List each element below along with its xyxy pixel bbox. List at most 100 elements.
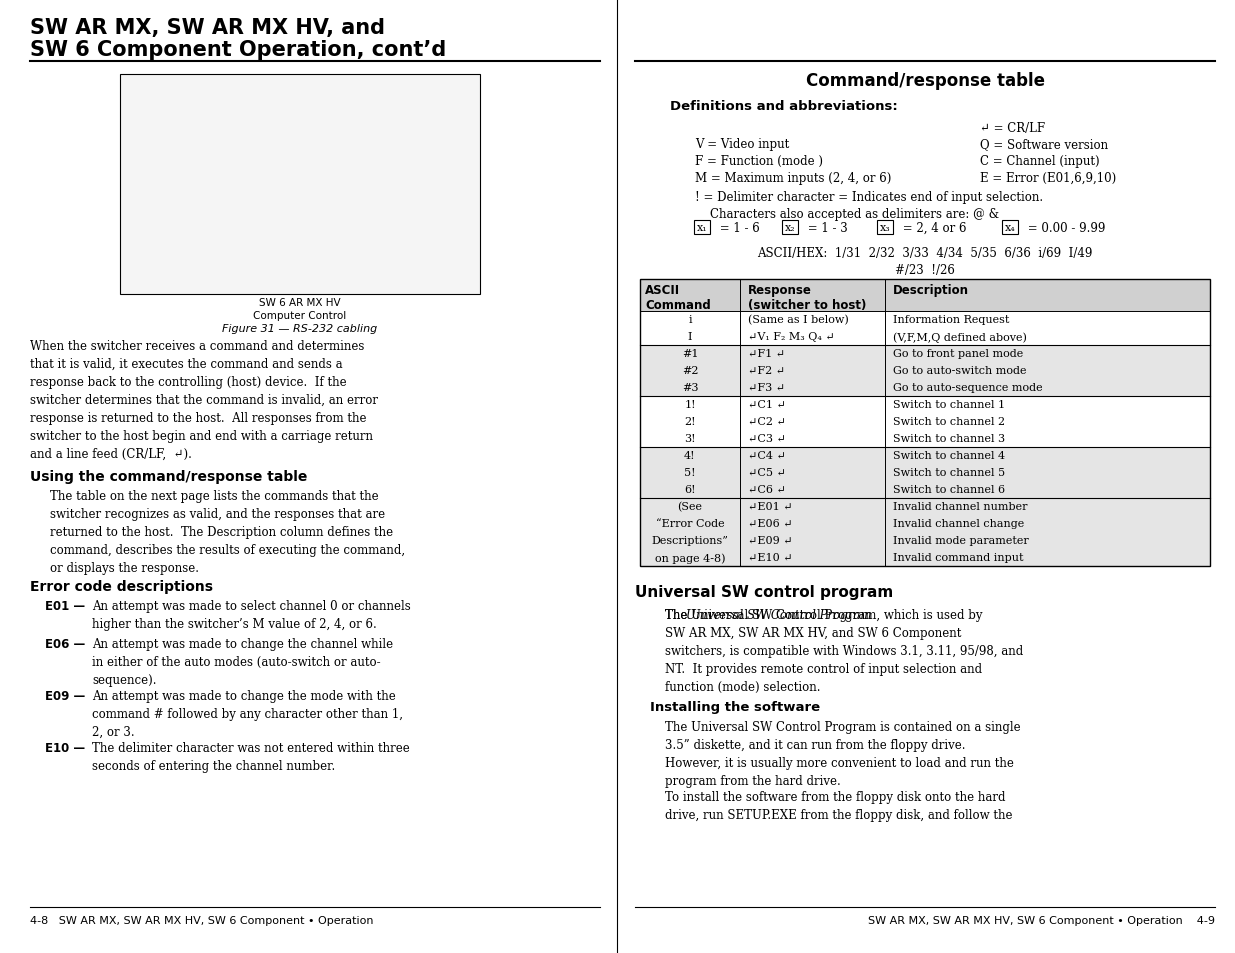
Bar (640, 550, 1210, 566)
Bar (640, 498, 1210, 516)
Bar (640, 329, 1210, 346)
Text: Command/response table: Command/response table (805, 71, 1045, 90)
Text: 4!: 4! (684, 451, 695, 460)
Text: #2: #2 (682, 366, 698, 375)
Text: ↵F1 ↵: ↵F1 ↵ (748, 349, 785, 358)
Text: = 0.00 - 9.99: = 0.00 - 9.99 (1024, 221, 1105, 234)
Text: Response
(switcher to host): Response (switcher to host) (748, 284, 867, 312)
Text: Switch to channel 4: Switch to channel 4 (893, 451, 1005, 460)
Text: ↵C1 ↵: ↵C1 ↵ (748, 399, 785, 410)
Text: x₁: x₁ (697, 223, 708, 233)
Text: ↵ = CR/LF: ↵ = CR/LF (981, 122, 1045, 135)
Text: SW AR MX, SW AR MX HV, and: SW AR MX, SW AR MX HV, and (30, 18, 385, 38)
Text: 5!: 5! (684, 468, 695, 477)
Text: 1!: 1! (684, 399, 695, 410)
Text: = 1 - 3: = 1 - 3 (804, 221, 847, 234)
Text: The Universal SW Control Program is contained on a single
3.5” diskette, and it : The Universal SW Control Program is cont… (664, 720, 1020, 787)
Text: (See: (See (678, 501, 703, 512)
Text: x₂: x₂ (784, 223, 795, 233)
Text: I: I (688, 332, 693, 341)
Text: An attempt was made to select channel 0 or channels
higher than the switcher’s M: An attempt was made to select channel 0 … (91, 599, 411, 630)
Text: Switch to channel 6: Switch to channel 6 (893, 484, 1005, 495)
Text: Computer Control: Computer Control (253, 311, 347, 320)
Text: (Same as I below): (Same as I below) (748, 314, 848, 325)
Text: 6!: 6! (684, 484, 695, 495)
Text: C = Channel (input): C = Channel (input) (981, 154, 1099, 168)
Text: E09 —: E09 — (44, 689, 85, 702)
Text: x₄: x₄ (1004, 223, 1015, 233)
Text: = 2, 4 or 6: = 2, 4 or 6 (899, 221, 967, 234)
Text: ↵C4 ↵: ↵C4 ↵ (748, 451, 785, 460)
Text: Information Request: Information Request (893, 314, 1009, 325)
Text: = 1 - 6: = 1 - 6 (716, 221, 760, 234)
Text: ↵E10 ↵: ↵E10 ↵ (748, 553, 793, 562)
Text: ↵V₁ F₂ M₃ Q₄ ↵: ↵V₁ F₂ M₃ Q₄ ↵ (748, 332, 835, 341)
Text: Invalid mode parameter: Invalid mode parameter (893, 536, 1029, 545)
Bar (640, 379, 1210, 396)
Text: ↵C5 ↵: ↵C5 ↵ (748, 468, 785, 477)
Text: Go to auto-switch mode: Go to auto-switch mode (893, 366, 1026, 375)
Text: The: The (664, 608, 692, 621)
Text: ASCII
Command: ASCII Command (645, 284, 711, 312)
Text: E06 —: E06 — (44, 638, 85, 650)
Text: ! = Delimiter character = Indicates end of input selection.: ! = Delimiter character = Indicates end … (695, 191, 1044, 204)
Text: E = Error (E01,6,9,10): E = Error (E01,6,9,10) (981, 172, 1116, 185)
Text: SW 6 AR MX HV: SW 6 AR MX HV (259, 297, 341, 308)
Text: ↵C3 ↵: ↵C3 ↵ (748, 434, 785, 443)
Text: Go to auto-sequence mode: Go to auto-sequence mode (893, 382, 1042, 393)
Text: The delimiter character was not entered within three
seconds of entering the cha: The delimiter character was not entered … (91, 741, 410, 772)
Text: Descriptions”: Descriptions” (652, 536, 729, 545)
Text: on page 4-8): on page 4-8) (655, 553, 725, 563)
Text: E01 —: E01 — (44, 599, 85, 613)
Text: When the switcher receives a command and determines
that it is valid, it execute: When the switcher receives a command and… (30, 339, 378, 460)
Bar (640, 448, 1210, 464)
Text: The Universal SW Control Program, which is used by
SW AR MX, SW AR MX HV, and SW: The Universal SW Control Program, which … (664, 608, 1024, 693)
Text: #1: #1 (682, 349, 698, 358)
Text: 3!: 3! (684, 434, 695, 443)
Text: Switch to channel 2: Switch to channel 2 (893, 416, 1005, 427)
Bar (640, 363, 1210, 379)
Text: ASCII/HEX:  1/31  2/32  3/33  4/34  5/35  6/36  i/69  I/49: ASCII/HEX: 1/31 2/32 3/33 4/34 5/35 6/36… (757, 247, 1093, 260)
Text: ↵E06 ↵: ↵E06 ↵ (748, 518, 793, 529)
Text: x₃: x₃ (879, 223, 890, 233)
Text: Description: Description (893, 284, 969, 296)
Bar (640, 464, 1210, 481)
Text: Using the command/response table: Using the command/response table (30, 470, 308, 483)
Text: ↵E09 ↵: ↵E09 ↵ (748, 536, 793, 545)
Text: ↵E01 ↵: ↵E01 ↵ (748, 501, 793, 512)
Text: Switch to channel 3: Switch to channel 3 (893, 434, 1005, 443)
Bar (640, 533, 1210, 550)
Bar (640, 516, 1210, 533)
Text: ↵C6 ↵: ↵C6 ↵ (748, 484, 785, 495)
Text: An attempt was made to change the mode with the
command # followed by any charac: An attempt was made to change the mode w… (91, 689, 403, 739)
Text: Definitions and abbreviations:: Definitions and abbreviations: (671, 100, 898, 112)
Text: #/23  !/26: #/23 !/26 (895, 264, 955, 276)
Text: E10 —: E10 — (44, 741, 85, 754)
Text: #3: #3 (682, 382, 698, 393)
Text: ↵C2 ↵: ↵C2 ↵ (748, 416, 785, 427)
Text: Q = Software version: Q = Software version (981, 138, 1108, 151)
Bar (640, 346, 1210, 363)
Bar (640, 431, 1210, 448)
Bar (640, 396, 1210, 414)
Bar (640, 280, 1210, 312)
Text: V = Video input: V = Video input (695, 138, 789, 151)
Bar (640, 280, 1210, 566)
Text: 4-8   SW AR MX, SW AR MX HV, SW 6 Component • Operation: 4-8 SW AR MX, SW AR MX HV, SW 6 Componen… (30, 915, 373, 925)
Text: “Error Code: “Error Code (656, 518, 724, 529)
Text: ↵F3 ↵: ↵F3 ↵ (748, 382, 785, 393)
Text: M = Maximum inputs (2, 4, or 6): M = Maximum inputs (2, 4, or 6) (695, 172, 892, 185)
Text: ↵F2 ↵: ↵F2 ↵ (748, 366, 785, 375)
Text: Figure 31 — RS-232 cabling: Figure 31 — RS-232 cabling (222, 324, 378, 334)
Bar (640, 481, 1210, 498)
Text: i: i (688, 314, 692, 325)
Text: Invalid channel change: Invalid channel change (893, 518, 1024, 529)
Text: Switch to channel 5: Switch to channel 5 (893, 468, 1005, 477)
Text: 2!: 2! (684, 416, 695, 427)
Text: SW 6 Component Operation, cont’d: SW 6 Component Operation, cont’d (30, 40, 446, 60)
Text: Universal SW control program: Universal SW control program (635, 584, 893, 599)
Text: F = Function (mode ): F = Function (mode ) (695, 154, 823, 168)
Bar (120, 75, 480, 294)
Text: Switch to channel 1: Switch to channel 1 (893, 399, 1005, 410)
Text: The table on the next page lists the commands that the
switcher recognizes as va: The table on the next page lists the com… (49, 490, 405, 575)
